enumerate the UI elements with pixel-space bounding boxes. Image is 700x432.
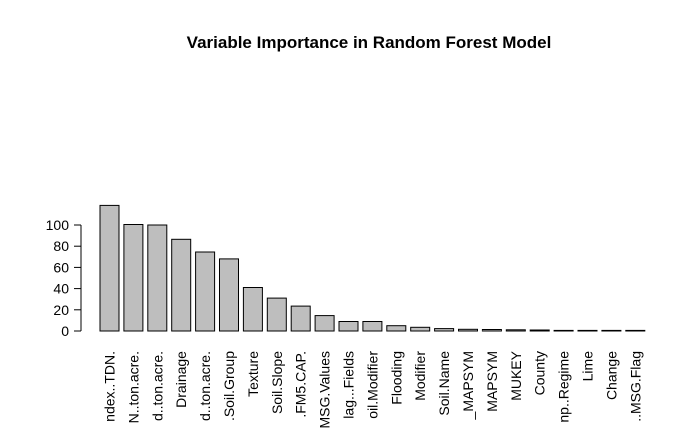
bar: [434, 328, 455, 332]
bar: [362, 321, 383, 332]
bar: [147, 224, 168, 332]
y-tick-label: 20: [53, 302, 69, 318]
category-labels: ndex..TDN. N..ton.acre. d..ton.acre. Draina…: [102, 350, 644, 428]
bar: [99, 204, 120, 332]
category-label: lag...Fields: [341, 351, 357, 419]
category-label: .Soil.Group: [221, 351, 237, 421]
bar: [577, 329, 598, 332]
category-label: Drainage: [173, 351, 189, 408]
bar: [314, 315, 335, 332]
bar: [481, 329, 502, 332]
bar: [386, 325, 407, 332]
bar-series: [99, 204, 646, 332]
category-label: np..Regime: [556, 351, 572, 423]
category-label: N..ton.acre.: [125, 351, 141, 423]
bar: [338, 321, 359, 332]
category-label: MUKEY: [508, 350, 524, 400]
category-label: Soil.Name: [436, 351, 452, 416]
category-label: .FM5.CAP.: [293, 351, 309, 418]
bar: [123, 224, 144, 332]
category-label: Flooding: [388, 351, 404, 405]
y-tick-label: 60: [53, 259, 69, 275]
y-tick-label: 100: [46, 217, 70, 233]
y-axis: 0 20 40 60 80 100: [46, 217, 82, 339]
y-tick-label: 0: [61, 323, 69, 339]
bar: [601, 329, 622, 332]
bar: [458, 328, 478, 332]
category-label: Lime: [580, 351, 596, 382]
category-label: ndex..TDN.: [102, 351, 118, 422]
bar: [290, 305, 311, 332]
category-label: Modifier: [412, 351, 428, 401]
bar: [242, 287, 263, 332]
bar: [219, 258, 239, 332]
y-tick-label: 40: [53, 281, 69, 297]
category-label: oil.Modifier: [364, 351, 380, 419]
category-label: Change: [603, 351, 619, 400]
bar: [266, 297, 287, 332]
bar: [195, 251, 216, 332]
category-label: ..MSG.Flag: [627, 351, 643, 422]
category-label: d..ton.acre.: [149, 351, 165, 421]
bar: [625, 329, 646, 332]
bar: [553, 329, 574, 332]
category-label: Soil.Slope: [269, 351, 285, 414]
chart-title: Variable Importance in Random Forest Mod…: [187, 33, 552, 52]
category-label: d..ton.acre.: [197, 351, 213, 421]
bar: [529, 329, 550, 332]
bar: [171, 238, 192, 332]
category-label: MAPSYM: [484, 351, 500, 412]
category-label: County: [532, 351, 548, 395]
category-label: MSG.Values: [317, 351, 333, 429]
y-tick-label: 80: [53, 238, 69, 254]
bar: [410, 326, 431, 332]
category-label: Texture: [245, 351, 261, 397]
bar: [505, 329, 526, 332]
category-label: _MAPSYM: [460, 351, 476, 420]
